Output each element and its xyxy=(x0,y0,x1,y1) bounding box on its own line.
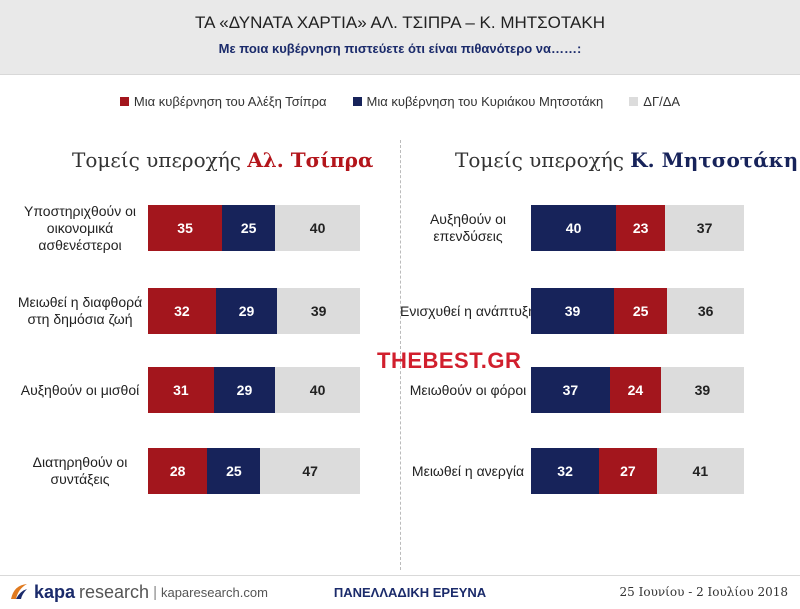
data-label: 39 xyxy=(694,382,711,398)
data-label: 37 xyxy=(562,382,579,398)
footer: kapa research | kaparesearch.com ΠΑΝΕΛΛΑΔ… xyxy=(0,575,800,609)
bar-segment-dkda: 39 xyxy=(660,367,744,413)
data-label: 37 xyxy=(696,220,713,236)
stacked-bar: 39 25 36 xyxy=(531,288,744,334)
watermark-best: BEST.GR xyxy=(422,348,522,373)
bar-segment-dkda: 39 xyxy=(277,288,360,334)
data-label: 36 xyxy=(697,303,714,319)
data-label: 40 xyxy=(565,220,582,236)
bar-segment-tsipras: 28 xyxy=(148,448,208,494)
stacked-bar: 40 23 37 xyxy=(531,205,744,251)
category-label: Μειωθεί η ανεργία xyxy=(411,462,525,479)
bar-segment-mitsotakis: 29 xyxy=(213,367,276,413)
bar-segment-mitsotakis: 32 xyxy=(531,448,600,494)
bar-segment-dkda: 40 xyxy=(275,205,360,251)
legend-label-mitsotakis: Μια κυβέρνηση του Κυριάκου Μητσοτάκη xyxy=(366,94,604,109)
stacked-bar: 32 27 41 xyxy=(531,448,744,494)
chart-subtitle: Με ποια κυβέρνηση πιστεύετε ότι είναι πι… xyxy=(218,41,582,56)
bar-segment-dkda: 41 xyxy=(656,448,744,494)
stacked-bar: 32 29 39 xyxy=(148,288,360,334)
data-label: 23 xyxy=(632,220,649,236)
logo-url: kaparesearch.com xyxy=(160,584,268,600)
left-section-name: Αλ. Τσίπρα xyxy=(247,148,374,172)
data-label: 40 xyxy=(309,220,326,236)
data-label: 29 xyxy=(236,382,253,398)
legend-item-dkda: ΔΓ/ΔΑ xyxy=(629,94,680,109)
data-label: 41 xyxy=(692,463,709,479)
stacked-bar: 31 29 40 xyxy=(148,367,360,413)
chart-title: ΤΑ «ΔΥΝΑΤΑ ΧΑΡΤΙΑ» ΑΛ. ΤΣΙΠΡΑ – Κ. ΜΗΤΣΟ… xyxy=(195,13,605,32)
left-section-prefix: Τομείς υπεροχής xyxy=(72,148,248,172)
bar-segment-mitsotakis: 39 xyxy=(531,288,615,334)
bar-segment-mitsotakis: 29 xyxy=(215,288,278,334)
data-label: 25 xyxy=(240,220,257,236)
right-section-title: Τομείς υπεροχής Κ. Μητσοτάκη xyxy=(455,148,798,172)
stacked-bar: 28 25 47 xyxy=(148,448,360,494)
bar-segment-mitsotakis: 25 xyxy=(207,448,261,494)
bar-segment-mitsotakis: 40 xyxy=(531,205,617,251)
stacked-bar: 35 25 40 xyxy=(148,205,360,251)
bar-segment-tsipras: 23 xyxy=(616,205,666,251)
category-label: Διατηρηθούν οι συντάξεις xyxy=(32,454,128,487)
kapa-swoosh-icon xyxy=(11,584,27,599)
data-label: 29 xyxy=(238,303,255,319)
right-section-prefix: Τομείς υπεροχής xyxy=(455,148,631,172)
data-label: 32 xyxy=(174,303,190,319)
category-label: Μειωθούν οι φόροι xyxy=(409,381,527,398)
data-label: 35 xyxy=(177,220,193,236)
legend-swatch-mitsotakis xyxy=(352,97,362,106)
data-label: 39 xyxy=(310,303,327,319)
data-label: 25 xyxy=(226,463,242,479)
bar-segment-dkda: 40 xyxy=(275,367,360,413)
legend-item-tsipras: Μια κυβέρνηση του Αλέξη Τσίπρα xyxy=(119,94,327,109)
data-label: 32 xyxy=(557,463,573,479)
bar-segment-dkda: 36 xyxy=(667,288,744,334)
header-band: ΤΑ «ΔΥΝΑΤΑ ΧΑΡΤΙΑ» ΑΛ. ΤΣΙΠΡΑ – Κ. ΜΗΤΣΟ… xyxy=(0,0,800,75)
watermark-the: THE xyxy=(377,348,423,373)
bar-segment-tsipras: 35 xyxy=(148,205,223,251)
legend: Μια κυβέρνηση του Αλέξη Τσίπρα Μια κυβέρ… xyxy=(0,94,800,109)
survey-label: ΠΑΝΕΛΛΑΔΙΚΗ ΕΡΕΥΝΑ xyxy=(333,585,487,600)
bar-segment-tsipras: 24 xyxy=(609,367,661,413)
bar-segment-dkda: 37 xyxy=(665,205,744,251)
data-label: 40 xyxy=(309,382,326,398)
stacked-bar: 37 24 39 xyxy=(531,367,744,413)
logo-kapa: kapa xyxy=(34,581,76,602)
right-section-name: Κ. Μητσοτάκη xyxy=(630,148,799,172)
data-label: 25 xyxy=(632,303,649,319)
data-label: 31 xyxy=(173,382,189,398)
kapa-research-logo: kapa research | kaparesearch.com xyxy=(8,581,268,603)
logo-separator: | xyxy=(153,583,157,601)
data-label: 28 xyxy=(169,463,186,479)
bar-segment-mitsotakis: 37 xyxy=(531,367,610,413)
data-label: 47 xyxy=(302,463,318,479)
category-label: Υποστηριχθούν οι οικονομικά ασθενέστεροι xyxy=(24,202,136,253)
bar-segment-tsipras: 32 xyxy=(148,288,216,334)
legend-label-dkda: ΔΓ/ΔΑ xyxy=(643,94,681,109)
legend-swatch-tsipras xyxy=(119,97,129,106)
category-label: Αυξηθούν οι μισθοί xyxy=(20,381,140,398)
left-section-title: Τομείς υπεροχής Αλ. Τσίπρα xyxy=(72,148,373,172)
data-label: 39 xyxy=(564,303,581,319)
legend-label-tsipras: Μια κυβέρνηση του Αλέξη Τσίπρα xyxy=(133,94,327,109)
logo-research: research xyxy=(79,581,150,602)
bar-segment-tsipras: 27 xyxy=(599,448,657,494)
bar-segment-dkda: 47 xyxy=(260,448,360,494)
footer-divider xyxy=(0,575,800,576)
legend-item-mitsotakis: Μια κυβέρνηση του Κυριάκου Μητσοτάκη xyxy=(352,94,604,109)
bar-segment-tsipras: 31 xyxy=(148,367,214,413)
watermark: THEBEST.GR xyxy=(377,348,521,374)
bar-segment-tsipras: 25 xyxy=(614,288,668,334)
bar-segment-mitsotakis: 25 xyxy=(222,205,276,251)
survey-dates: 25 Ιουνίου - 2 Ιουλίου 2018 xyxy=(619,585,788,599)
category-label: Ενισχυθεί η ανάπτυξη xyxy=(400,302,536,319)
data-label: 24 xyxy=(627,382,644,398)
section-divider xyxy=(400,140,401,570)
category-label: Μειωθεί η διαφθορά στη δημόσια ζωή xyxy=(17,294,143,327)
category-label: Αυξηθούν οι επενδύσεις xyxy=(429,211,507,244)
data-label: 27 xyxy=(620,463,636,479)
legend-swatch-dkda xyxy=(629,97,639,106)
